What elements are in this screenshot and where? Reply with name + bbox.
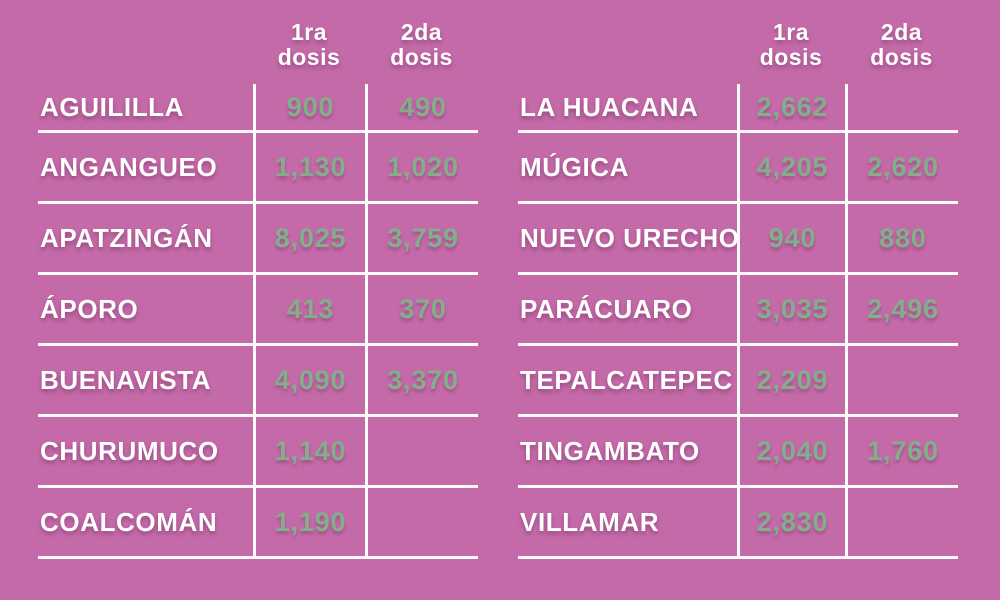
dose2-value: 3,759 — [365, 204, 478, 272]
municipality-name: ÁPORO — [40, 293, 139, 324]
dose2-value: 490 — [365, 84, 478, 130]
column-header-2da-dosis: 2da dosis — [870, 19, 933, 71]
dose2-value: 370 — [365, 275, 478, 343]
dose1-value: 2,040 — [737, 417, 845, 485]
dose1-value: 3,035 — [737, 275, 845, 343]
municipality-name: NUEVO URECHO — [520, 222, 740, 253]
column-header-2da-dosis: 2da dosis — [390, 19, 453, 71]
table-row: APATZINGÁN 8,025 3,759 — [38, 204, 478, 275]
table-row: MÚGICA 4,205 2,620 — [518, 133, 958, 204]
column-header-1ra-dosis: 1ra dosis — [759, 19, 823, 71]
table-row: TINGAMBATO 2,040 1,760 — [518, 417, 958, 488]
table-body: AGUILILLA 900 490 ANGANGUEO 1,130 1,020 APATZI… — [38, 84, 478, 559]
table-row: LA HUACANA 2,662 — [518, 84, 958, 133]
municipality-name: LA HUACANA — [520, 91, 699, 122]
dose2-value: 2,496 — [845, 275, 958, 343]
dose1-value: 1,130 — [253, 133, 365, 201]
dose2-value — [365, 488, 478, 556]
dose2-value: 880 — [845, 204, 958, 272]
dose1-value: 8,025 — [253, 204, 365, 272]
table-row: AGUILILLA 900 490 — [38, 84, 478, 133]
dose1-value: 1,140 — [253, 417, 365, 485]
municipality-name: COALCOMÁN — [40, 506, 218, 537]
dose1-value: 940 — [737, 204, 845, 272]
dose2-value: 2,620 — [845, 133, 958, 201]
dose2-value: 3,370 — [365, 346, 478, 414]
table-header-row: 1ra dosis 2da dosis — [518, 0, 958, 84]
municipality-name: CHURUMUCO — [40, 435, 219, 466]
table-row: CHURUMUCO 1,140 — [38, 417, 478, 488]
dose1-value: 4,090 — [253, 346, 365, 414]
vaccination-table-left: 1ra dosis 2da dosis AGUILILLA 900 490 ANGAN… — [38, 0, 478, 559]
municipality-name: MÚGICA — [520, 151, 630, 182]
table-row: ÁPORO 413 370 — [38, 275, 478, 346]
dose1-value: 413 — [253, 275, 365, 343]
municipality-name: ANGANGUEO — [40, 151, 218, 182]
municipality-name: PARÁCUARO — [520, 293, 693, 324]
municipality-name: BUENAVISTA — [40, 364, 212, 395]
dose2-value: 1,020 — [365, 133, 478, 201]
vaccination-table-right: 1ra dosis 2da dosis LA HUACANA 2,662 MÚGIC… — [518, 0, 958, 559]
table-row: PARÁCUARO 3,035 2,496 — [518, 275, 958, 346]
table-row: BUENAVISTA 4,090 3,370 — [38, 346, 478, 417]
municipality-name: VILLAMAR — [520, 506, 660, 537]
table-row: TEPALCATEPEC 2,209 — [518, 346, 958, 417]
table-header-row: 1ra dosis 2da dosis — [38, 0, 478, 84]
dose1-value: 2,830 — [737, 488, 845, 556]
municipality-name: TEPALCATEPEC — [520, 364, 733, 395]
dose2-value — [845, 488, 958, 556]
table-row: COALCOMÁN 1,190 — [38, 488, 478, 559]
dose2-value: 1,760 — [845, 417, 958, 485]
dose2-value — [845, 84, 958, 130]
municipality-name: APATZINGÁN — [40, 222, 213, 253]
table-body: LA HUACANA 2,662 MÚGICA 4,205 2,620 NUEVO URE… — [518, 84, 958, 559]
table-row: ANGANGUEO 1,130 1,020 — [38, 133, 478, 204]
column-header-1ra-dosis: 1ra dosis — [277, 19, 341, 71]
table-row: VILLAMAR 2,830 — [518, 488, 958, 559]
municipality-name: AGUILILLA — [40, 91, 185, 122]
dose1-value: 4,205 — [737, 133, 845, 201]
dose2-value — [365, 417, 478, 485]
dose1-value: 900 — [253, 84, 365, 130]
table-row: NUEVO URECHO 940 880 — [518, 204, 958, 275]
dose1-value: 2,209 — [737, 346, 845, 414]
dose1-value: 2,662 — [737, 84, 845, 130]
municipality-name: TINGAMBATO — [520, 435, 700, 466]
dose1-value: 1,190 — [253, 488, 365, 556]
dose2-value — [845, 346, 958, 414]
